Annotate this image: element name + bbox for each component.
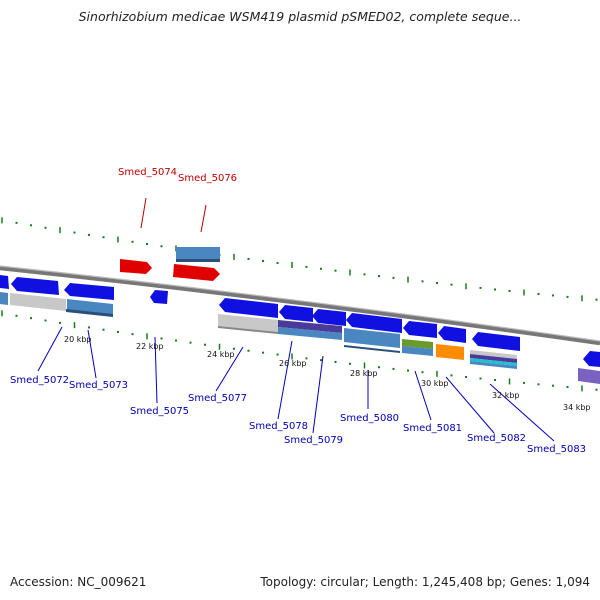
gene-label-smed-5080[interactable]: Smed_5080: [340, 413, 399, 424]
gene-smed-5080[interactable]: [346, 313, 402, 333]
gene-smed-5083[interactable]: [472, 332, 520, 351]
topology-text: Topology: circular; Length: 1,245,408 bp…: [260, 575, 590, 589]
scale-label: 24 kbp: [207, 350, 235, 359]
gene-label-smed-5077[interactable]: Smed_5077: [188, 393, 247, 404]
scale-label: 20 kbp: [64, 335, 92, 344]
gene-label-smed-5076[interactable]: Smed_5076: [178, 173, 237, 184]
backbone: [0, 265, 600, 346]
reverse-genes: [0, 275, 600, 367]
outer-scale-ring: [1, 217, 598, 302]
leader-lines: [37, 197, 555, 442]
scale-label: 26 kbp: [279, 359, 307, 368]
gene-label-smed-5074[interactable]: Smed_5074: [118, 167, 177, 178]
gene-smed-5074[interactable]: [120, 259, 152, 274]
gene-smed-5084[interactable]: [583, 351, 600, 367]
gene-smed-5073[interactable]: [64, 283, 114, 300]
gene-label-smed-5073[interactable]: Smed_5073: [69, 380, 128, 391]
feature-bars: [0, 292, 600, 384]
gene-smed-5071[interactable]: [0, 275, 9, 289]
gene-smed-5076[interactable]: [173, 264, 220, 281]
lower-gene-labels: Smed_5072 Smed_5073 Smed_5075 Smed_5077 …: [10, 375, 586, 455]
accession-text: Accession: NC_009621: [10, 575, 147, 589]
gene-label-smed-5075[interactable]: Smed_5075: [130, 406, 189, 417]
gene-label-smed-5072[interactable]: Smed_5072: [10, 375, 69, 386]
feature-bar-5076: [176, 247, 220, 262]
gene-smed-5072[interactable]: [11, 277, 59, 295]
map-title: Sinorhizobium medicae WSM419 plasmid pSM…: [78, 9, 522, 24]
gene-smed-5079[interactable]: [312, 309, 346, 326]
forward-genes: [120, 247, 220, 281]
scale-label: 34 kbp: [563, 403, 591, 412]
gene-smed-5075[interactable]: [150, 290, 168, 304]
scale-label: 30 kbp: [421, 379, 449, 388]
gene-smed-5081[interactable]: [403, 321, 437, 338]
inner-scale-ring: [1, 310, 598, 392]
gene-label-smed-5079[interactable]: Smed_5079: [284, 435, 343, 446]
gene-label-smed-5078[interactable]: Smed_5078: [249, 421, 308, 432]
gene-smed-5082[interactable]: [438, 326, 466, 343]
gene-label-smed-5082[interactable]: Smed_5082: [467, 433, 526, 444]
gene-label-smed-5081[interactable]: Smed_5081: [403, 423, 462, 434]
gene-label-smed-5083[interactable]: Smed_5083: [527, 444, 586, 455]
gene-smed-5078[interactable]: [279, 305, 313, 322]
scale-label: 32 kbp: [492, 391, 520, 400]
scale-label: 28 kbp: [350, 369, 378, 378]
scale-label: 22 kbp: [136, 342, 164, 351]
gene-smed-5077[interactable]: [219, 298, 278, 318]
upper-gene-labels: Smed_5074 Smed_5076: [118, 167, 237, 184]
scale-labels: 20 kbp 22 kbp 24 kbp 26 kbp 28 kbp 30 kb…: [64, 335, 591, 412]
